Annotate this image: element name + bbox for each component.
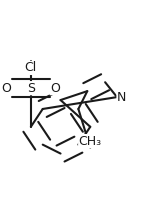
Text: CH₃: CH₃ [79, 135, 102, 148]
Text: O: O [2, 82, 12, 95]
Text: Cl: Cl [25, 61, 37, 74]
Text: N: N [117, 91, 126, 104]
Text: S: S [27, 82, 35, 95]
Text: O: O [50, 82, 60, 95]
